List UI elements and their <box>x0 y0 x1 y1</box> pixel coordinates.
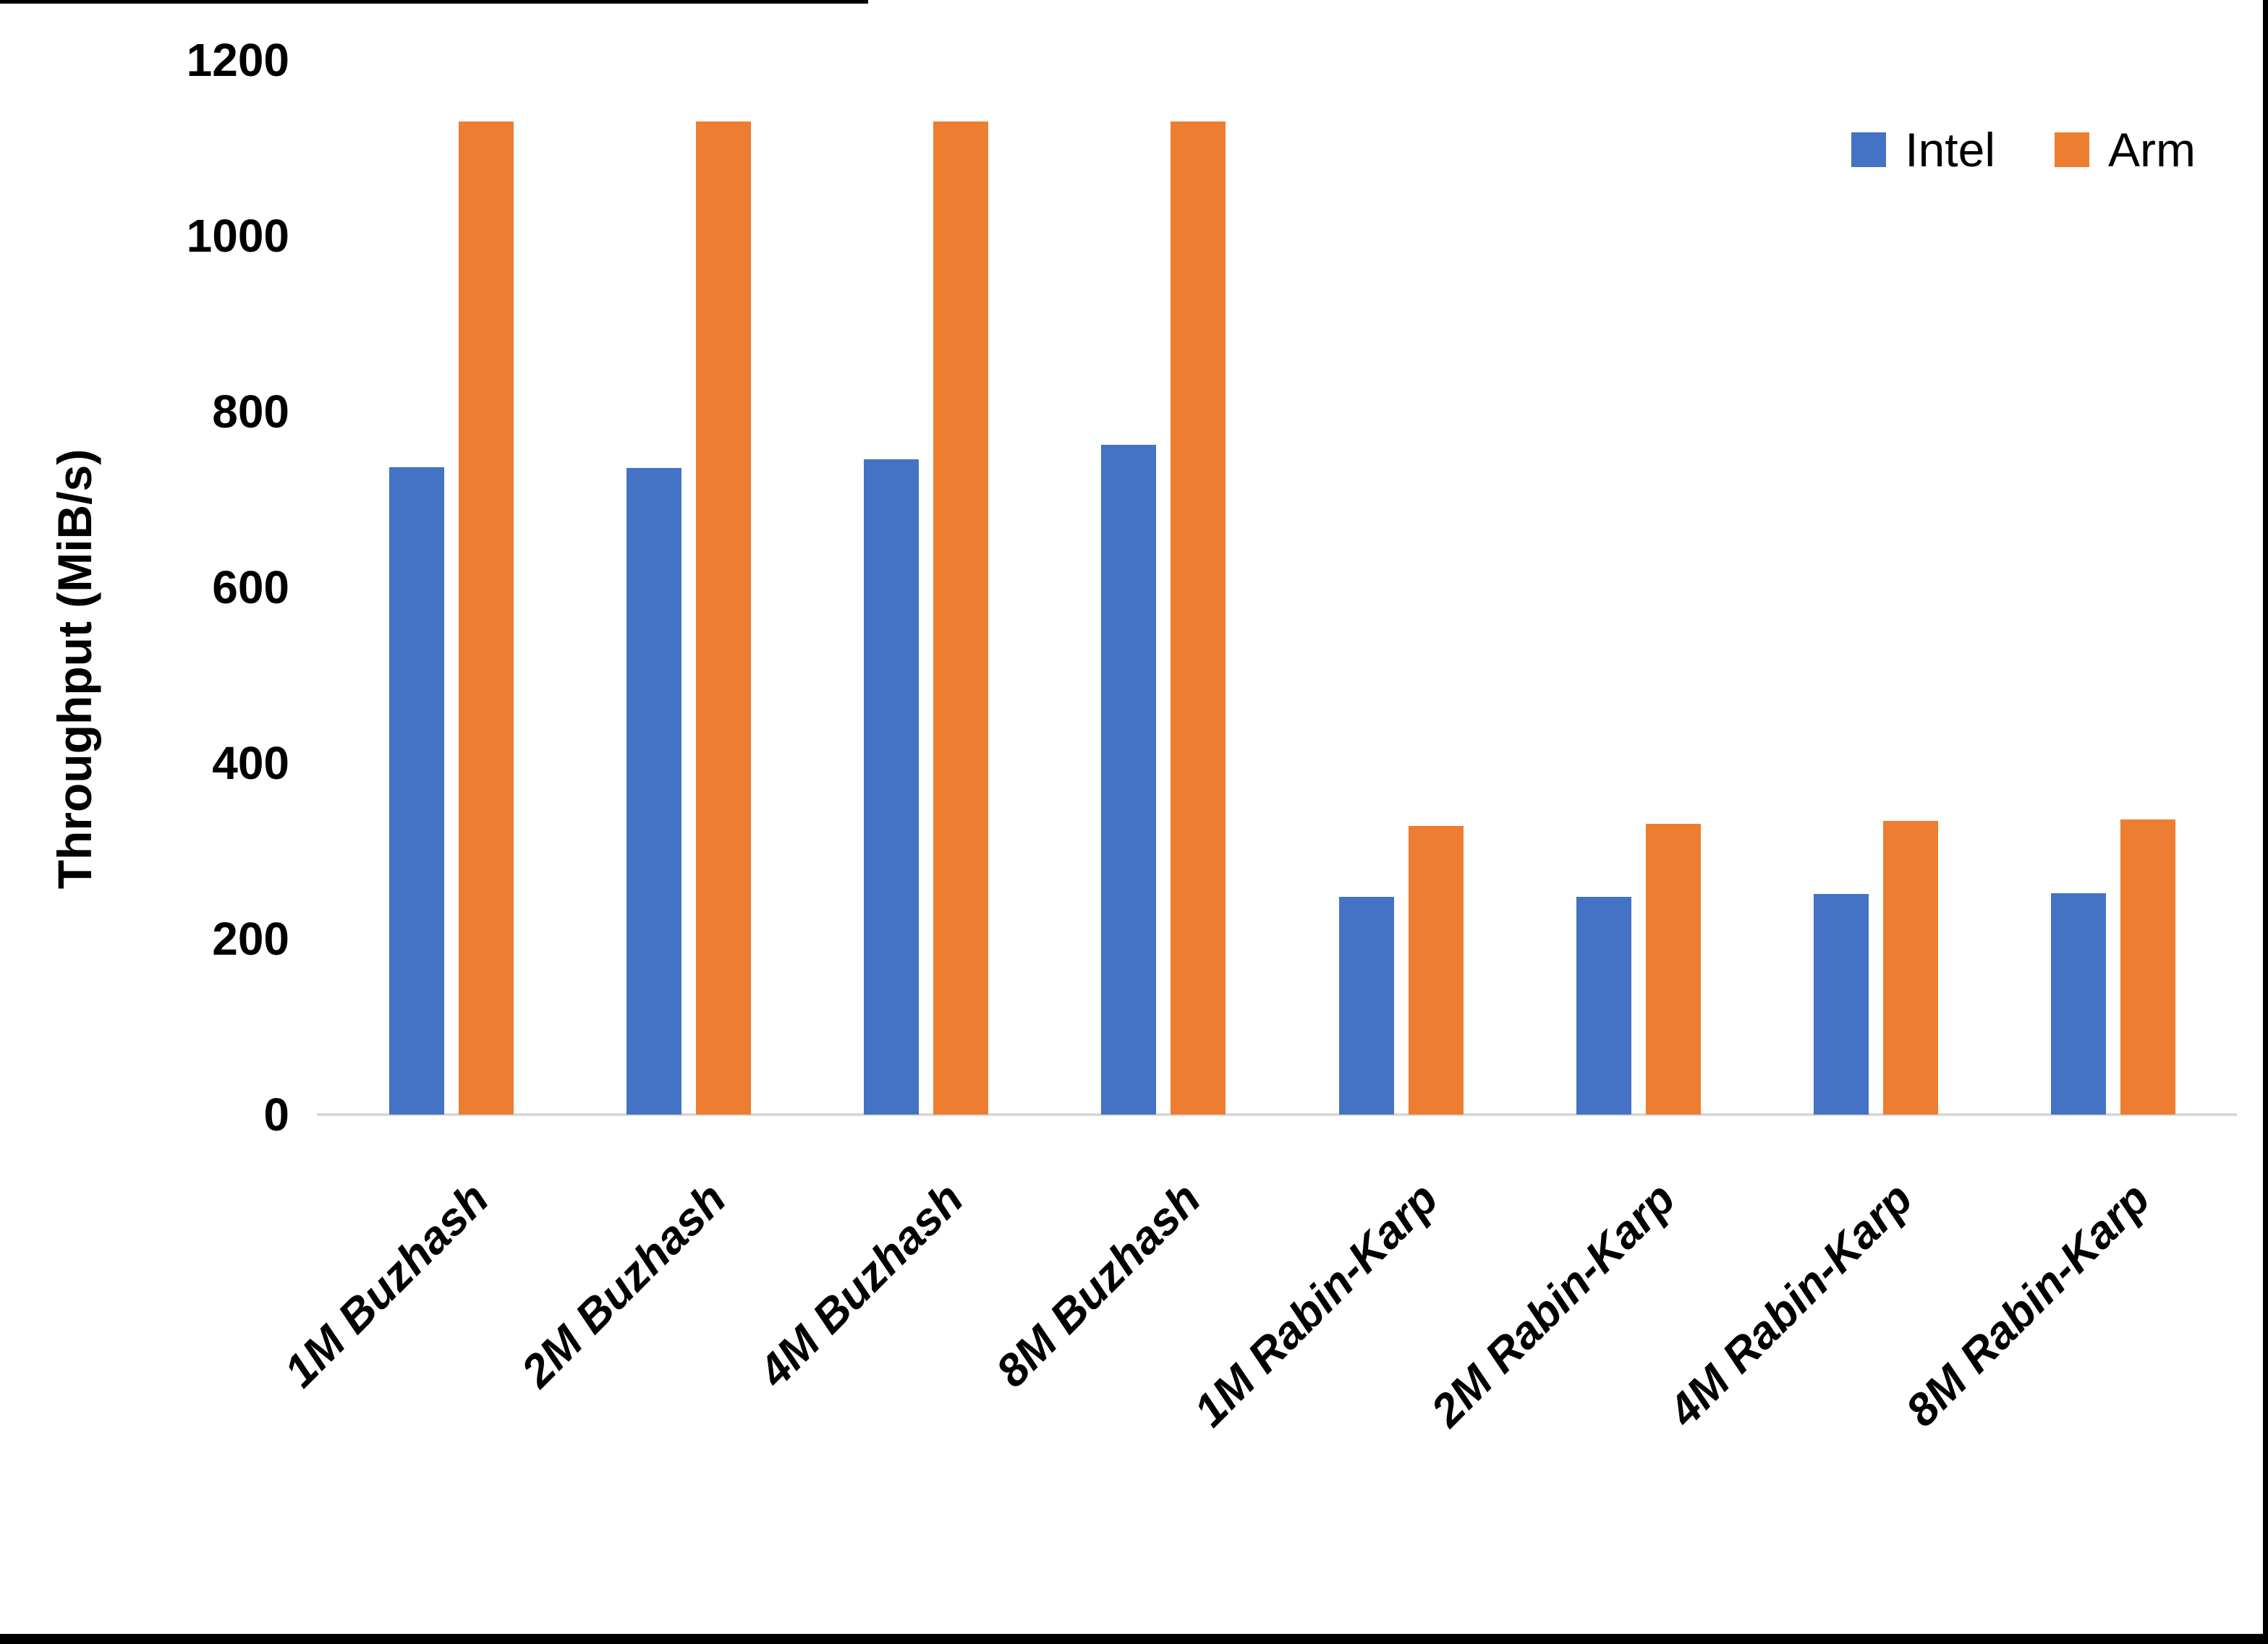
bar-intel <box>627 467 682 1115</box>
window-border-right <box>2263 0 2268 1644</box>
y-axis-title: Throughput (MiB/s) <box>48 448 101 890</box>
x-axis-label: 1M Rabin-Karp <box>1184 1173 1448 1436</box>
bar-arm <box>933 122 989 1115</box>
x-axis-label: 8M Buzhash <box>986 1173 1210 1397</box>
bar-intel <box>864 459 919 1115</box>
legend-item-arm: Arm <box>2055 124 2196 175</box>
window-border-bottom <box>0 1634 2268 1644</box>
bar-intel <box>389 467 445 1115</box>
y-axis-tick-label: 600 <box>212 561 289 613</box>
legend: Intel Arm <box>1851 124 2196 175</box>
y-axis-tick-label: 200 <box>212 913 289 965</box>
bar-intel <box>1576 896 1631 1115</box>
bar-intel <box>1813 894 1869 1115</box>
legend-label-intel: Intel <box>1905 123 1996 176</box>
window-border-top <box>0 0 868 4</box>
x-axis-label: 4M Buzhash <box>749 1173 973 1397</box>
x-axis-label: 2M Buzhash <box>511 1173 736 1397</box>
y-axis-tick-label: 1200 <box>186 34 289 86</box>
bar-intel <box>2050 893 2106 1115</box>
legend-item-intel: Intel <box>1851 124 1995 175</box>
bar-arm <box>1408 826 1464 1115</box>
bar-intel <box>1101 445 1157 1115</box>
y-axis-tick-label: 0 <box>263 1089 289 1141</box>
y-axis-tick-label: 800 <box>212 386 289 438</box>
x-axis-label: 4M Rabin-Karp <box>1659 1173 1923 1436</box>
bar-arm <box>2120 819 2175 1115</box>
y-axis-tick-label: 400 <box>212 737 289 789</box>
bar-intel <box>1338 896 1394 1115</box>
legend-label-arm: Arm <box>2108 123 2196 176</box>
x-axis-label: 8M Rabin-Karp <box>1896 1173 2160 1436</box>
x-axis-line <box>317 1113 2237 1116</box>
plot-area <box>333 60 2232 1115</box>
bar-arm <box>1645 823 1701 1115</box>
bar-arm <box>1171 122 1226 1115</box>
x-axis-label: 1M Buzhash <box>274 1173 498 1397</box>
bar-arm <box>1882 821 1938 1115</box>
bar-arm <box>459 122 514 1115</box>
legend-swatch-intel <box>1851 132 1887 167</box>
bar-arm <box>696 122 752 1115</box>
x-axis-label: 2M Rabin-Karp <box>1422 1173 1686 1436</box>
y-axis-tick-label: 1000 <box>186 210 289 262</box>
legend-swatch-arm <box>2055 132 2090 167</box>
